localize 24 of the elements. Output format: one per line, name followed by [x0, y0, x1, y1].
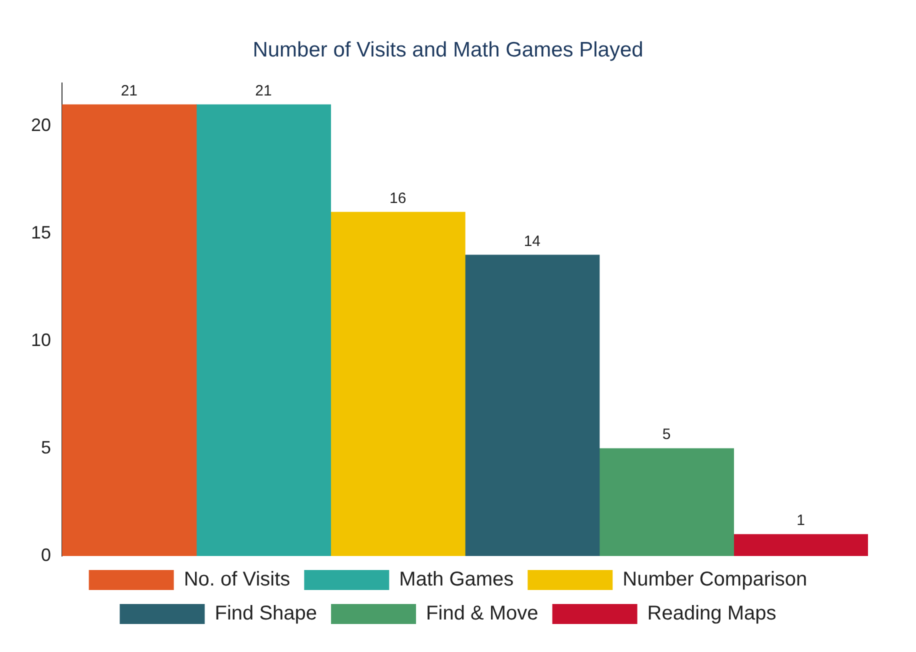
y-tick-label: 15	[30, 222, 52, 243]
legend-label: Find & Move	[426, 602, 538, 625]
legend-label: Reading Maps	[647, 602, 776, 625]
bar	[62, 104, 197, 556]
data-label: 21	[255, 82, 272, 100]
y-tick-label: 5	[41, 438, 52, 458]
bar	[330, 212, 466, 556]
data-label: 1	[796, 512, 806, 530]
legend-label: No. of Visits	[184, 568, 290, 591]
bar	[733, 534, 868, 556]
legend-label: Math Games	[399, 568, 514, 591]
bar	[464, 254, 600, 556]
data-label: 5	[662, 426, 671, 444]
bar	[196, 104, 332, 556]
legend-label: Find Shape	[214, 602, 318, 625]
y-tick-label: 0	[41, 544, 52, 565]
y-tick-label: 10	[30, 330, 52, 350]
legend-label: Number Comparison	[622, 568, 808, 591]
data-label: 16	[390, 190, 406, 207]
data-label: 14	[524, 232, 541, 250]
bar	[599, 448, 734, 556]
data-label: 21	[120, 82, 138, 100]
chart-title: Number of Visits and Math Games Played	[252, 38, 644, 62]
y-tick-label: 20	[30, 115, 52, 136]
